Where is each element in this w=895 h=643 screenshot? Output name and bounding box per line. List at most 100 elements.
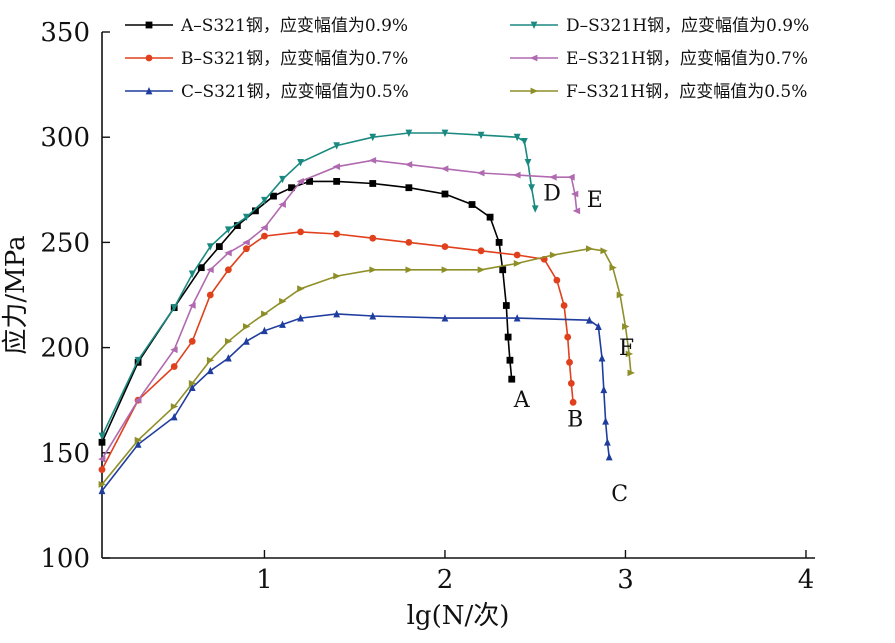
data-point bbox=[297, 228, 304, 236]
legend-marker bbox=[530, 21, 538, 29]
curve-end-label: F bbox=[619, 336, 634, 361]
data-point bbox=[243, 213, 250, 222]
data-point bbox=[333, 230, 341, 238]
data-point bbox=[243, 245, 250, 253]
series-E bbox=[98, 156, 581, 463]
curve-end-label: A bbox=[513, 388, 531, 413]
data-point bbox=[98, 486, 106, 495]
data-point bbox=[549, 173, 557, 181]
data-point bbox=[279, 320, 286, 328]
x-tick-label: 3 bbox=[617, 565, 634, 595]
data-point bbox=[261, 310, 269, 318]
data-point bbox=[369, 312, 377, 320]
data-point bbox=[369, 234, 377, 242]
x-tick-label: 4 bbox=[798, 565, 815, 595]
data-point bbox=[261, 196, 268, 205]
data-point bbox=[134, 440, 142, 448]
data-point bbox=[134, 396, 142, 404]
data-point bbox=[261, 232, 268, 240]
legend-label: F–S321H钢，应变幅值为0.5% bbox=[566, 82, 807, 102]
data-point bbox=[441, 266, 449, 274]
data-point bbox=[441, 190, 449, 198]
data-point bbox=[502, 302, 510, 309]
data-point bbox=[260, 224, 268, 232]
legend: A–S321钢，应变幅值为0.9% B–S321钢，应变幅值为0.7% C–S321… bbox=[125, 16, 809, 102]
legend-marker bbox=[530, 87, 538, 95]
y-tick-label: 300 bbox=[40, 123, 90, 153]
data-point bbox=[98, 466, 106, 474]
legend-marker bbox=[145, 54, 153, 62]
data-point bbox=[513, 251, 521, 259]
y-tick-label: 250 bbox=[40, 228, 90, 258]
data-point bbox=[605, 453, 613, 461]
x-tick-label: 1 bbox=[256, 565, 273, 595]
data-point bbox=[405, 129, 413, 137]
legend-item: B–S321钢，应变幅值为0.7% bbox=[125, 49, 408, 69]
data-point bbox=[616, 291, 625, 299]
data-point bbox=[486, 213, 494, 221]
data-point bbox=[520, 138, 528, 146]
data-point bbox=[224, 266, 232, 274]
series-line bbox=[101, 132, 536, 437]
data-point bbox=[206, 266, 214, 274]
legend-item: F–S321H钢，应变幅值为0.5% bbox=[510, 82, 807, 102]
data-point bbox=[564, 333, 572, 341]
data-point bbox=[477, 266, 486, 274]
curve-end-labels: A B C D E F bbox=[513, 182, 634, 507]
data-point bbox=[627, 369, 635, 377]
y-tick-label: 100 bbox=[40, 544, 90, 574]
data-point bbox=[368, 156, 377, 164]
legend-item: D–S321H钢，应变幅值为0.9% bbox=[510, 16, 809, 36]
data-point bbox=[333, 142, 341, 150]
data-point bbox=[585, 245, 594, 253]
data-point bbox=[206, 366, 214, 375]
data-series bbox=[98, 129, 635, 495]
series-C bbox=[98, 309, 613, 495]
data-point bbox=[369, 133, 377, 142]
curve-end-label: E bbox=[587, 188, 603, 213]
data-point bbox=[513, 314, 521, 322]
legend-label: B–S321钢，应变幅值为0.7% bbox=[181, 49, 408, 69]
data-point bbox=[567, 173, 575, 181]
data-point bbox=[508, 375, 516, 383]
data-point bbox=[224, 226, 232, 234]
series-line bbox=[101, 231, 574, 470]
legend-marker bbox=[145, 87, 153, 95]
data-point bbox=[243, 323, 251, 330]
data-point bbox=[233, 222, 241, 229]
data-point bbox=[524, 159, 532, 167]
data-point bbox=[332, 163, 341, 171]
data-point bbox=[224, 249, 232, 257]
data-point bbox=[279, 175, 286, 184]
data-point bbox=[549, 251, 558, 259]
data-point bbox=[600, 247, 608, 255]
data-point bbox=[170, 413, 178, 421]
data-point bbox=[405, 184, 413, 192]
data-point bbox=[170, 304, 178, 312]
legend-marker bbox=[145, 21, 153, 29]
data-point bbox=[98, 455, 106, 463]
data-point bbox=[513, 171, 521, 179]
data-point bbox=[468, 201, 476, 208]
data-point bbox=[206, 243, 214, 251]
data-point bbox=[252, 207, 259, 215]
data-point bbox=[170, 346, 178, 354]
legend-item: E–S321H钢，应变幅值为0.7% bbox=[510, 49, 808, 69]
data-point bbox=[569, 398, 577, 406]
data-point bbox=[243, 337, 250, 345]
series-line bbox=[101, 180, 513, 443]
data-point bbox=[188, 337, 196, 345]
data-point bbox=[570, 190, 579, 198]
data-point bbox=[170, 363, 178, 370]
data-point bbox=[477, 131, 485, 140]
data-point bbox=[404, 161, 413, 168]
y-tick-label: 150 bbox=[40, 439, 90, 469]
series-line bbox=[101, 159, 578, 460]
data-point bbox=[560, 302, 568, 309]
data-point bbox=[333, 272, 341, 280]
data-point bbox=[405, 239, 413, 246]
data-point bbox=[134, 436, 143, 444]
y-tick-label: 200 bbox=[40, 334, 90, 364]
data-point bbox=[288, 184, 295, 192]
